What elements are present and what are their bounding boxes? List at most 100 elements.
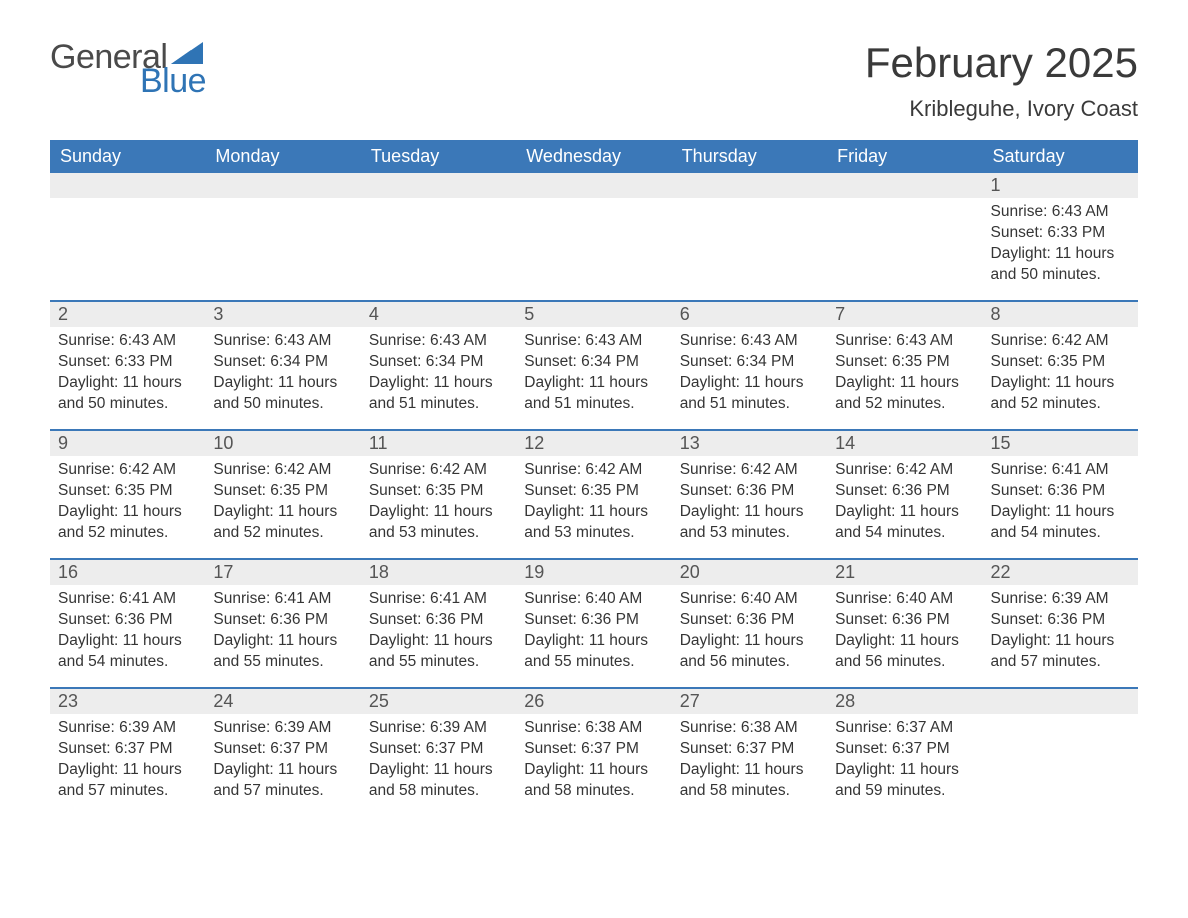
day-header: Saturday: [983, 140, 1138, 173]
day-number: 3: [205, 302, 360, 327]
sunrise-line: Sunrise: 6:42 AM: [680, 460, 819, 481]
daylight-line: Daylight: 11 hours and 58 minutes.: [524, 760, 663, 802]
daylight-line: Daylight: 11 hours and 54 minutes.: [835, 502, 974, 544]
day-number: 10: [205, 431, 360, 456]
daylight-line: Daylight: 11 hours and 53 minutes.: [680, 502, 819, 544]
daylight-line: Daylight: 11 hours and 57 minutes.: [58, 760, 197, 802]
sunrise-line: Sunrise: 6:43 AM: [680, 331, 819, 352]
calendar-cell: 5Sunrise: 6:43 AMSunset: 6:34 PMDaylight…: [516, 302, 671, 430]
sunset-line: Sunset: 6:34 PM: [524, 352, 663, 373]
sunrise-line: Sunrise: 6:43 AM: [213, 331, 352, 352]
day-number: 24: [205, 689, 360, 714]
day-details: Sunrise: 6:43 AMSunset: 6:34 PMDaylight:…: [516, 327, 671, 423]
day-number: 21: [827, 560, 982, 585]
daylight-line: Daylight: 11 hours and 59 minutes.: [835, 760, 974, 802]
sunrise-line: Sunrise: 6:43 AM: [835, 331, 974, 352]
sunset-line: Sunset: 6:34 PM: [369, 352, 508, 373]
day-number: 14: [827, 431, 982, 456]
sunrise-line: Sunrise: 6:42 AM: [58, 460, 197, 481]
day-details: Sunrise: 6:41 AMSunset: 6:36 PMDaylight:…: [361, 585, 516, 681]
day-header: Thursday: [672, 140, 827, 173]
sunrise-line: Sunrise: 6:40 AM: [680, 589, 819, 610]
sunset-line: Sunset: 6:37 PM: [680, 739, 819, 760]
sunrise-line: Sunrise: 6:42 AM: [835, 460, 974, 481]
day-number: [516, 173, 671, 198]
sunset-line: Sunset: 6:35 PM: [835, 352, 974, 373]
calendar-cell: 21Sunrise: 6:40 AMSunset: 6:36 PMDayligh…: [827, 560, 982, 688]
day-details: Sunrise: 6:42 AMSunset: 6:35 PMDaylight:…: [983, 327, 1138, 423]
sunrise-line: Sunrise: 6:37 AM: [835, 718, 974, 739]
sunset-line: Sunset: 6:36 PM: [524, 610, 663, 631]
day-details: Sunrise: 6:41 AMSunset: 6:36 PMDaylight:…: [205, 585, 360, 681]
day-number: 23: [50, 689, 205, 714]
sunset-line: Sunset: 6:36 PM: [835, 610, 974, 631]
daylight-line: Daylight: 11 hours and 54 minutes.: [58, 631, 197, 673]
daylight-line: Daylight: 11 hours and 52 minutes.: [835, 373, 974, 415]
sunset-line: Sunset: 6:34 PM: [213, 352, 352, 373]
calendar-cell: 24Sunrise: 6:39 AMSunset: 6:37 PMDayligh…: [205, 689, 360, 817]
day-details: Sunrise: 6:39 AMSunset: 6:37 PMDaylight:…: [205, 714, 360, 810]
title-block: February 2025 Kribleguhe, Ivory Coast: [865, 40, 1138, 122]
calendar-cell: 27Sunrise: 6:38 AMSunset: 6:37 PMDayligh…: [672, 689, 827, 817]
calendar-cell: 22Sunrise: 6:39 AMSunset: 6:36 PMDayligh…: [983, 560, 1138, 688]
sunset-line: Sunset: 6:37 PM: [524, 739, 663, 760]
sunset-line: Sunset: 6:36 PM: [991, 610, 1130, 631]
day-number: 17: [205, 560, 360, 585]
daylight-line: Daylight: 11 hours and 51 minutes.: [369, 373, 508, 415]
calendar-cell: 20Sunrise: 6:40 AMSunset: 6:36 PMDayligh…: [672, 560, 827, 688]
calendar-week: 2Sunrise: 6:43 AMSunset: 6:33 PMDaylight…: [50, 302, 1138, 430]
day-details: Sunrise: 6:42 AMSunset: 6:36 PMDaylight:…: [672, 456, 827, 552]
day-number: [983, 689, 1138, 714]
day-details: Sunrise: 6:43 AMSunset: 6:33 PMDaylight:…: [983, 198, 1138, 294]
calendar-cell: [827, 173, 982, 301]
calendar-cell: 10Sunrise: 6:42 AMSunset: 6:35 PMDayligh…: [205, 431, 360, 559]
sunrise-line: Sunrise: 6:43 AM: [991, 202, 1130, 223]
sunset-line: Sunset: 6:36 PM: [58, 610, 197, 631]
day-number: 28: [827, 689, 982, 714]
day-details: Sunrise: 6:41 AMSunset: 6:36 PMDaylight:…: [50, 585, 205, 681]
day-number: 20: [672, 560, 827, 585]
day-header: Monday: [205, 140, 360, 173]
day-number: 6: [672, 302, 827, 327]
calendar-cell: 8Sunrise: 6:42 AMSunset: 6:35 PMDaylight…: [983, 302, 1138, 430]
daylight-line: Daylight: 11 hours and 50 minutes.: [991, 244, 1130, 286]
calendar-cell: 13Sunrise: 6:42 AMSunset: 6:36 PMDayligh…: [672, 431, 827, 559]
daylight-line: Daylight: 11 hours and 53 minutes.: [369, 502, 508, 544]
day-number: 26: [516, 689, 671, 714]
day-details: Sunrise: 6:43 AMSunset: 6:34 PMDaylight:…: [205, 327, 360, 423]
day-number: [205, 173, 360, 198]
calendar-cell: 18Sunrise: 6:41 AMSunset: 6:36 PMDayligh…: [361, 560, 516, 688]
sunset-line: Sunset: 6:36 PM: [369, 610, 508, 631]
day-number: 16: [50, 560, 205, 585]
sunrise-line: Sunrise: 6:38 AM: [680, 718, 819, 739]
day-number: 8: [983, 302, 1138, 327]
day-details: Sunrise: 6:40 AMSunset: 6:36 PMDaylight:…: [672, 585, 827, 681]
calendar-cell: 17Sunrise: 6:41 AMSunset: 6:36 PMDayligh…: [205, 560, 360, 688]
daylight-line: Daylight: 11 hours and 55 minutes.: [369, 631, 508, 673]
calendar-cell: 25Sunrise: 6:39 AMSunset: 6:37 PMDayligh…: [361, 689, 516, 817]
day-details: Sunrise: 6:40 AMSunset: 6:36 PMDaylight:…: [516, 585, 671, 681]
day-details: Sunrise: 6:43 AMSunset: 6:33 PMDaylight:…: [50, 327, 205, 423]
daylight-line: Daylight: 11 hours and 52 minutes.: [213, 502, 352, 544]
calendar-cell: 19Sunrise: 6:40 AMSunset: 6:36 PMDayligh…: [516, 560, 671, 688]
calendar-cell: 12Sunrise: 6:42 AMSunset: 6:35 PMDayligh…: [516, 431, 671, 559]
sunrise-line: Sunrise: 6:42 AM: [369, 460, 508, 481]
day-details: Sunrise: 6:38 AMSunset: 6:37 PMDaylight:…: [672, 714, 827, 810]
day-details: Sunrise: 6:43 AMSunset: 6:34 PMDaylight:…: [361, 327, 516, 423]
day-number: 27: [672, 689, 827, 714]
daylight-line: Daylight: 11 hours and 56 minutes.: [680, 631, 819, 673]
calendar-week: 23Sunrise: 6:39 AMSunset: 6:37 PMDayligh…: [50, 689, 1138, 817]
calendar-page: General Blue February 2025 Kribleguhe, I…: [0, 0, 1188, 867]
calendar-header: SundayMondayTuesdayWednesdayThursdayFrid…: [50, 140, 1138, 173]
calendar-cell: 16Sunrise: 6:41 AMSunset: 6:36 PMDayligh…: [50, 560, 205, 688]
sunrise-line: Sunrise: 6:42 AM: [524, 460, 663, 481]
sunset-line: Sunset: 6:35 PM: [213, 481, 352, 502]
day-number: [50, 173, 205, 198]
sunset-line: Sunset: 6:36 PM: [835, 481, 974, 502]
sunset-line: Sunset: 6:35 PM: [991, 352, 1130, 373]
sunrise-line: Sunrise: 6:40 AM: [524, 589, 663, 610]
calendar-cell: 7Sunrise: 6:43 AMSunset: 6:35 PMDaylight…: [827, 302, 982, 430]
sunrise-line: Sunrise: 6:39 AM: [213, 718, 352, 739]
calendar-week: 9Sunrise: 6:42 AMSunset: 6:35 PMDaylight…: [50, 431, 1138, 559]
sunrise-line: Sunrise: 6:41 AM: [369, 589, 508, 610]
